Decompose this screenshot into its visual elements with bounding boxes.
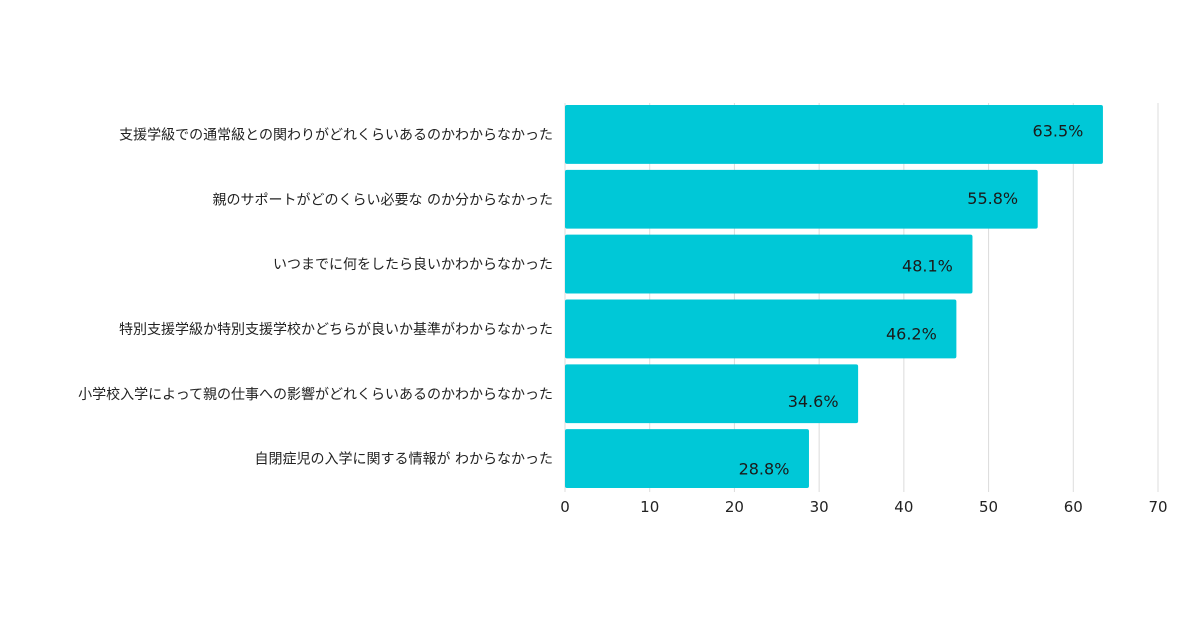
bar-6 <box>565 429 809 488</box>
x-axis-tick-labels: 0 10 20 30 40 50 60 70 <box>560 498 1167 516</box>
category-label-4: 特別支援学級か特別支援学校かどちらが良いか基準がわからなかった <box>119 321 553 338</box>
bar-5 <box>565 364 859 424</box>
data-labels: 63.5% 55.8% 48.1% 46.2% 34.6% 28.8% <box>739 121 1084 478</box>
bar-4 <box>565 299 957 359</box>
x-tick-label-70: 70 <box>1148 498 1167 516</box>
data-label-5: 34.6% <box>788 392 839 411</box>
bar-1 <box>565 105 1103 164</box>
bars <box>565 105 1103 488</box>
category-labels: 支援学級での通常級との関わりがどれくらいあるのかわからなかった親のサポートがどの… <box>78 127 553 467</box>
x-tick-label-30: 30 <box>810 498 829 516</box>
category-label-5: 小学校入学によって親の仕事への影響がどれくらいあるのかわからなかった <box>78 386 553 403</box>
data-label-2: 55.8% <box>967 189 1018 208</box>
category-label-3: いつまでに何をしたら良いかわからなかった <box>273 257 553 273</box>
x-tick-label-50: 50 <box>979 498 998 516</box>
data-label-4: 46.2% <box>886 324 937 343</box>
x-tick-label-60: 60 <box>1064 498 1083 516</box>
category-label-2: 親のサポートがどのくらい必要な のか分からなかった <box>213 192 553 208</box>
x-tick-label-0: 0 <box>560 498 570 516</box>
bar-3 <box>565 234 973 294</box>
grid-lines <box>564 103 1159 492</box>
category-label-6: 自閉症児の入学に関する情報が わからなかった <box>255 452 553 468</box>
data-label-6: 28.8% <box>739 460 790 479</box>
x-tick-label-20: 20 <box>725 498 744 516</box>
data-label-1: 63.5% <box>1033 121 1084 140</box>
bar-2 <box>565 169 1038 229</box>
category-label-1: 支援学級での通常級との関わりがどれくらいあるのかわからなかった <box>119 127 553 143</box>
x-tick-label-10: 10 <box>640 498 659 516</box>
data-label-3: 48.1% <box>902 257 953 276</box>
x-tick-label-40: 40 <box>894 498 913 516</box>
